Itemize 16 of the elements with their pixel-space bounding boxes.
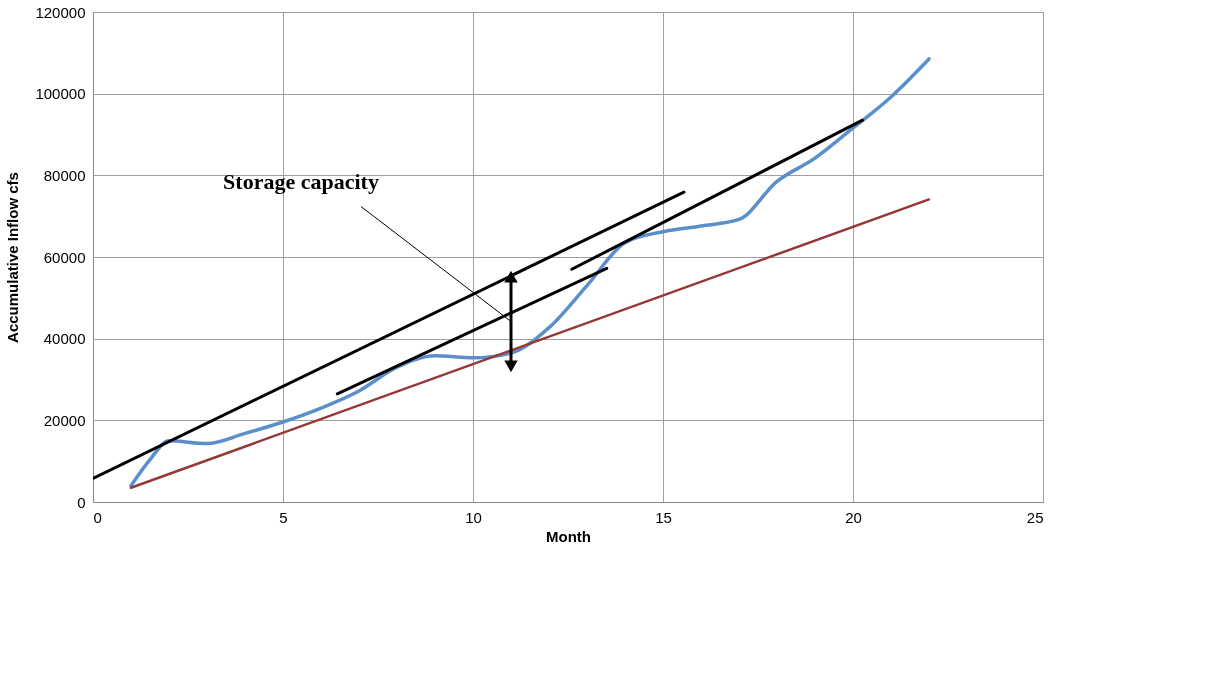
x-tick-label: 15 [655, 508, 672, 526]
x-axis-title: Month [546, 527, 591, 545]
y-axis-title: Accumulative Inflow cfs [4, 172, 22, 343]
y-tick-label: 120000 [35, 3, 86, 21]
annotation: Storage capacity [223, 168, 379, 194]
x-tick-label: 10 [465, 508, 482, 526]
x-tick-label: 0 [93, 508, 102, 526]
y-tick-label: 80000 [43, 166, 86, 184]
x-tick-label: 5 [279, 508, 288, 526]
y-tick-label: 20000 [43, 411, 86, 429]
y-tick-label: 40000 [43, 330, 86, 348]
y-tick-label: 0 [77, 493, 86, 511]
x-tick-label: 25 [1026, 508, 1044, 526]
y-tick-label: 100000 [35, 85, 86, 103]
x-tick-label: 20 [845, 508, 862, 526]
y-tick-label: 60000 [43, 248, 86, 266]
